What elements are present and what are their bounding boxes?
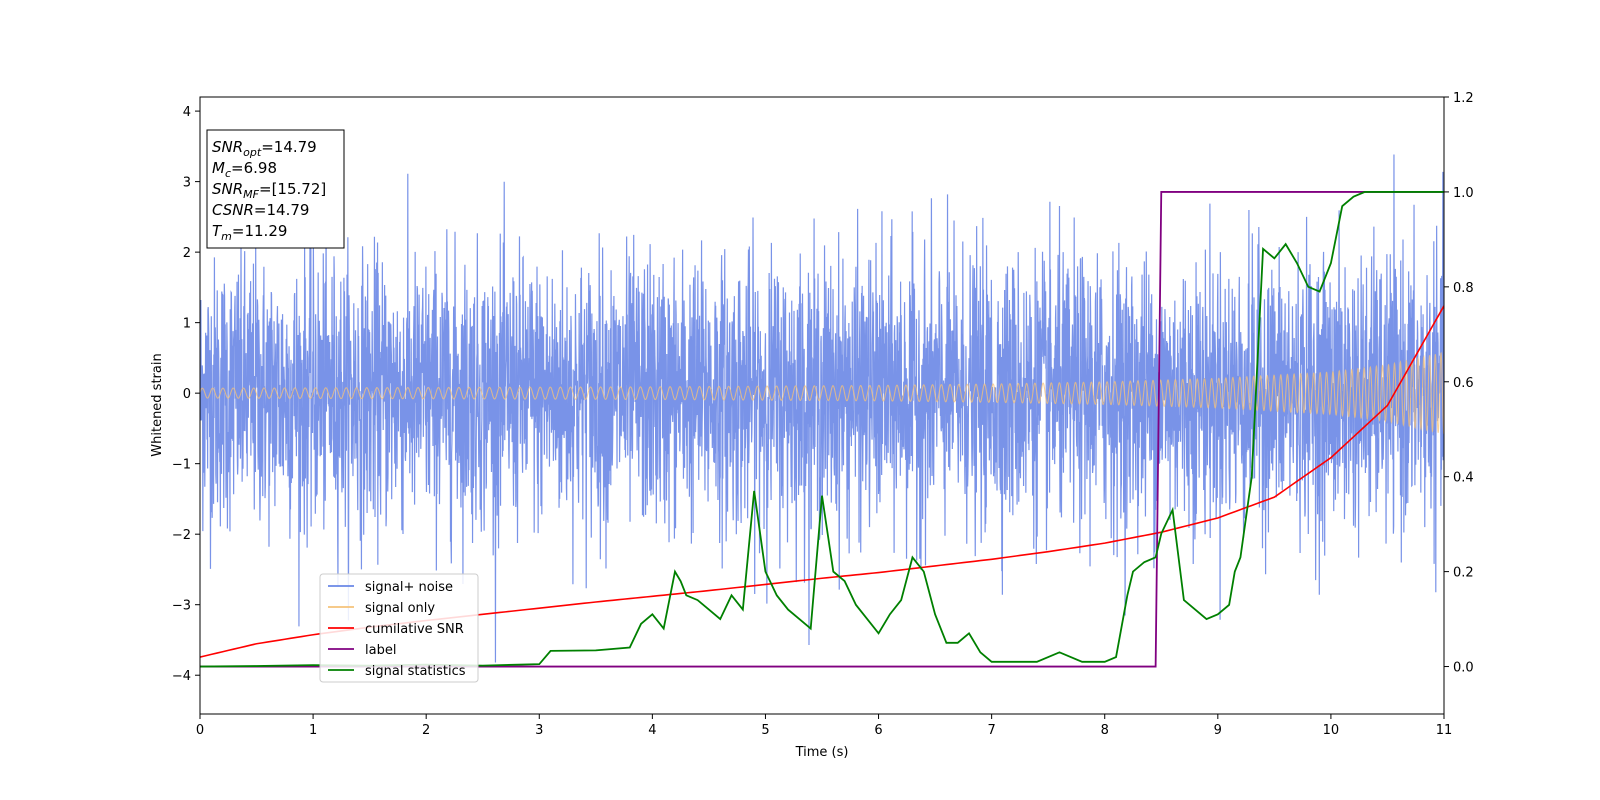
series-label [200, 191, 1444, 668]
y-left-tick-label: −2 [172, 528, 191, 543]
y-right-tick-label: 1.0 [1453, 186, 1474, 201]
legend-frame [319, 573, 479, 683]
annotation-line: Mc=6.98 [212, 159, 277, 180]
y-left-tick-label: −1 [172, 458, 191, 473]
series-signal-only [200, 351, 1444, 435]
y-left-tick-label: 2 [183, 246, 191, 261]
plot-frame [199, 96, 1445, 715]
series-signal-plus-noise [200, 154, 1444, 663]
y-left-tick-label: 3 [183, 176, 191, 191]
y-right-tick-label: 0.6 [1453, 376, 1474, 391]
x-axis-label: Time (s) [795, 745, 849, 760]
y-right-tick-label: 1.2 [1453, 91, 1474, 106]
series-signal-statistics [200, 191, 1444, 668]
x-tick-label: 10 [1323, 723, 1340, 738]
y-left-tick-label: 4 [183, 105, 191, 120]
x-tick-label: 9 [1214, 723, 1222, 738]
y-left-tick-label: −4 [172, 669, 191, 684]
x-tick-label: 3 [535, 723, 543, 738]
annotation-line: SNRMF=[15.72] [212, 180, 326, 201]
axis-ticks: 0 1 2 3 4 5 6 7 8 9 10 1143210−1−2−3−41.21.00.80.60… [172, 91, 1474, 738]
annotation-line: Tm=11.29 [212, 222, 287, 243]
parameter-annotation-box: SNRopt=14.79Mc=6.98SNRMF=[15.72]CSNR=14.… [206, 129, 345, 249]
y-left-tick-label: 0 [183, 387, 191, 402]
y-left-tick-label: 1 [183, 317, 191, 332]
x-tick-label: 1 [309, 723, 317, 738]
legend: signal+ noise signal only cumilative SNR la… [319, 573, 479, 683]
x-tick-label: 2 [422, 723, 430, 738]
legend-entry-label: signal only [365, 601, 435, 616]
y-right-tick-label: 0.0 [1453, 661, 1474, 676]
x-tick-label: 6 [874, 723, 882, 738]
annotation-line: CSNR=14.79 [212, 201, 309, 219]
y-left-tick-label: −3 [172, 599, 191, 614]
x-tick-label: 11 [1436, 723, 1453, 738]
annotation-frame [206, 129, 345, 249]
y-right-tick-label: 0.2 [1453, 566, 1474, 581]
y-right-tick-label: 0.4 [1453, 471, 1474, 486]
x-tick-label: 0 [196, 723, 204, 738]
legend-entry-label: cumilative SNR [365, 622, 464, 637]
x-tick-label: 4 [648, 723, 656, 738]
x-tick-label: 7 [987, 723, 995, 738]
legend-entry-label: label [365, 643, 396, 658]
y-right-tick-label: 0.8 [1453, 281, 1474, 296]
legend-entry-label: signal+ noise [365, 580, 453, 595]
x-tick-label: 8 [1101, 723, 1109, 738]
annotation-line: SNRopt=14.79 [212, 138, 317, 159]
x-tick-label: 5 [761, 723, 769, 738]
legend-entry-label: signal statistics [365, 664, 466, 679]
y-axis-label: Whitened strain [150, 353, 165, 456]
